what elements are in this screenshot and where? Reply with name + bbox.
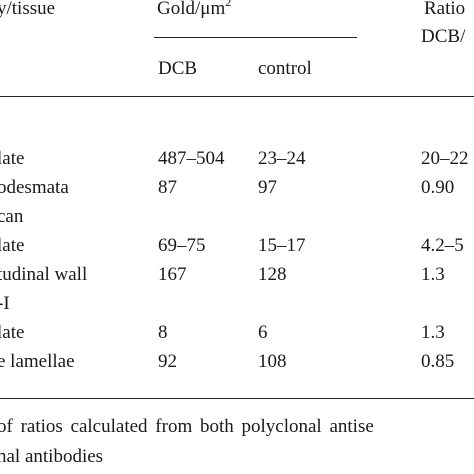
row-control: 15–17 <box>258 235 306 256</box>
row-dcb: 487–504 <box>158 148 225 169</box>
row-dcb: 167 <box>158 264 187 285</box>
row-label: late <box>0 235 25 256</box>
header-bottom-rule <box>0 96 474 97</box>
header-dcb: DCB <box>158 58 198 79</box>
row-label: e lamellae <box>0 351 75 372</box>
row-label: late <box>0 148 25 169</box>
row-ratio: 1.3 <box>421 322 445 343</box>
header-gold-superscript: 2 <box>225 0 232 9</box>
header-gold-prefix: Gold/μm <box>157 0 226 19</box>
row-dcb: 69–75 <box>158 235 206 256</box>
table-bottom-rule <box>0 398 474 399</box>
header-gold-per-um2: Gold/μm2 <box>157 0 231 20</box>
row-control: 108 <box>258 351 287 372</box>
row-label: late <box>0 322 25 343</box>
header-control: control <box>258 58 312 79</box>
row-control: 6 <box>258 322 268 343</box>
row-control: 128 <box>258 264 287 285</box>
footnote-line-1: of ratios calculated from both polyclona… <box>0 416 374 437</box>
row-control: 97 <box>258 177 277 198</box>
row-control: 23–24 <box>258 148 306 169</box>
row-dcb: 8 <box>158 322 168 343</box>
header-column-tissue: y/tissue <box>0 0 56 19</box>
row-dcb: 87 <box>158 177 177 198</box>
row-dcb: 92 <box>158 351 177 372</box>
row-label: can <box>0 206 24 227</box>
row-ratio: 1.3 <box>421 264 445 285</box>
row-label: -I <box>0 293 10 314</box>
row-ratio: 0.90 <box>421 177 455 198</box>
row-label: odesmata <box>0 177 69 198</box>
row-ratio: 20–22 <box>421 148 469 169</box>
footnote-line-2: nal antibodies <box>0 446 104 467</box>
header-ratio-bottom: DCB/ <box>421 26 466 47</box>
row-label: tudinal wall <box>0 264 88 285</box>
row-ratio: 0.85 <box>421 351 455 372</box>
header-ratio-top: Ratio <box>424 0 466 19</box>
header-gold-rule <box>154 37 357 38</box>
row-ratio: 4.2–5 <box>421 235 464 256</box>
